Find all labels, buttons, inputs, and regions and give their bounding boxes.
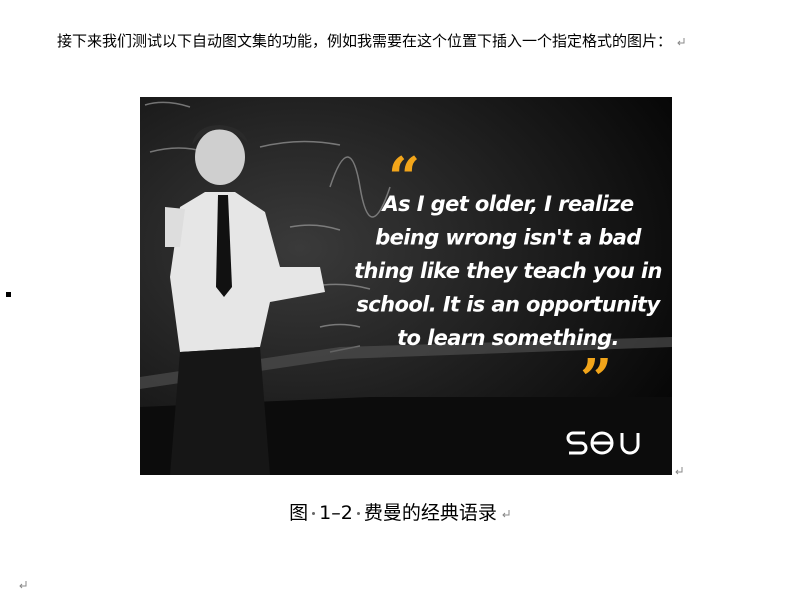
body-paragraph: 接下来我们测试以下自动图文集的功能，例如我需要在这个位置下插入一个指定格式的图片… (18, 19, 785, 63)
person-silhouette (165, 125, 325, 475)
paragraph-mark (19, 581, 27, 589)
space-mark (356, 512, 360, 515)
anchor-marker (6, 292, 11, 297)
open-quote-mark: “ (388, 145, 420, 211)
figure-caption: 图 1–2 费曼的经典语录 (0, 498, 800, 525)
quote-line: school. It is an opportunity (356, 293, 661, 317)
caption-label: 图 (289, 502, 309, 524)
paragraph-mark (677, 37, 685, 45)
quote-image: “ As I get older, I realize being wrong i… (140, 97, 672, 475)
paragraph-mark (675, 467, 683, 475)
quote-line: to learn something. (397, 326, 619, 350)
close-quote-mark: ” (580, 347, 612, 413)
space-mark (312, 512, 316, 515)
paragraph-text: 接下来我们测试以下自动图文集的功能，例如我需要在这个位置下插入一个指定格式的图片… (57, 32, 673, 50)
logo (566, 431, 640, 455)
quote-line: As I get older, I realize (380, 192, 633, 216)
quote-line: being wrong isn't a bad (375, 226, 642, 250)
paragraph-mark (502, 509, 510, 517)
caption-text: 费曼的经典语录 (363, 502, 497, 524)
quote-line: thing like they teach you in (354, 259, 662, 283)
caption-number: 1–2 (319, 502, 353, 524)
